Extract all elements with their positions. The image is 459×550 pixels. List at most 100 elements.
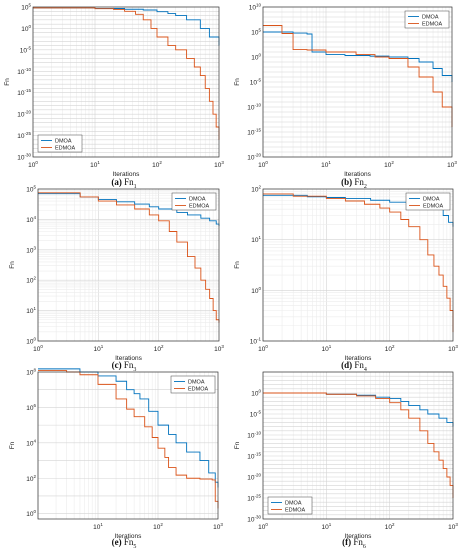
x-axis-label: Iterations [115, 355, 142, 362]
x-tick-label: 103 [448, 522, 458, 531]
legend-label-dmoa: DMOA [188, 380, 205, 386]
legend-label-edmoa: EDMOA [188, 387, 209, 393]
plot-area [38, 189, 219, 341]
x-tick-label: 101 [321, 160, 331, 169]
axes-frame [262, 6, 453, 158]
caption-name: Fn [123, 360, 134, 370]
caption-label: (c) [111, 360, 122, 370]
x-tick-label: 102 [154, 344, 164, 353]
y-axis-label: Fn [4, 78, 11, 86]
y-tick-label: 105 [251, 28, 261, 37]
y-tick-label: 10-10 [17, 67, 31, 76]
legend-label-dmoa: DMOA [422, 15, 439, 21]
caption-a: (a) Fn1 [24, 177, 224, 190]
axes-frame [262, 371, 454, 520]
y-tick-label: 100 [251, 53, 261, 62]
chart-e: 101 102 103 108 106 104 102 100 Iterations Fn DMOA… [9, 368, 223, 541]
chart-c: 100 101 102 103 105 104 103 102 101 100 Iterations… [9, 185, 224, 363]
y-tick-label: 10-25 [17, 131, 31, 140]
series-line-dmoa [38, 368, 219, 488]
y-tick-label: 106 [26, 403, 36, 412]
caption-sub: 2 [363, 183, 367, 190]
y-tick-label: 102 [26, 474, 36, 483]
plot-area [33, 7, 219, 157]
y-axis-label: Fn [234, 441, 241, 449]
series-line-dmoa [33, 7, 220, 46]
y-axis-label: Fn [234, 261, 241, 269]
legend-label-edmoa: EDMOA [55, 146, 76, 152]
series-line-edmoa [263, 193, 454, 333]
caption-f: (f) Fn6 [254, 537, 454, 550]
x-tick-label: 102 [385, 344, 395, 353]
legend-label-edmoa: EDMOA [189, 204, 210, 210]
axes-frame [32, 6, 220, 158]
y-tick-label: 100 [251, 286, 261, 295]
y-tick-label: 10-15 [247, 452, 261, 461]
caption-e: (e) Fn5 [24, 537, 224, 550]
legend-label-edmoa: EDMOA [285, 508, 306, 514]
series-group [38, 368, 219, 509]
caption-name: Fn [123, 537, 134, 547]
grid [37, 371, 218, 519]
y-axis-label: Fn [9, 441, 16, 449]
x-tick-label: 101 [93, 522, 103, 531]
caption-b: (b) Fn2 [254, 177, 454, 190]
series-group [33, 7, 220, 140]
x-axis-label: Iterations [115, 533, 142, 540]
caption-label: (a) [111, 177, 122, 187]
x-tick-label: 101 [321, 522, 331, 531]
caption-label: (b) [341, 177, 353, 187]
y-tick-label: 100 [26, 509, 36, 518]
x-tick-label: 103 [447, 160, 457, 169]
x-tick-label: 100 [258, 160, 268, 169]
series-group [263, 25, 453, 127]
caption-sub: 3 [133, 366, 137, 373]
legend-label-dmoa: DMOA [55, 139, 72, 145]
y-axis-label: Fn [9, 261, 16, 269]
caption-name: Fn [354, 177, 364, 187]
plot-area [263, 189, 453, 341]
caption-name: Fn [353, 537, 363, 547]
chart-b: 100 101 102 103 1010 105 100 10-5 10-10 10-15 10-2… [234, 3, 457, 179]
series-line-edmoa [38, 192, 220, 323]
series-line-dmoa [263, 31, 453, 82]
series-line-edmoa [33, 7, 220, 140]
x-tick-label: 101 [90, 160, 100, 169]
x-tick-label: 102 [385, 522, 395, 531]
y-tick-label: 10-15 [17, 88, 31, 97]
caption-label: (d) [341, 360, 353, 370]
y-tick-label: 10-20 [247, 473, 261, 482]
series-line-edmoa [38, 370, 219, 509]
y-tick-label: 103 [26, 245, 36, 254]
caption-label: (f) [342, 537, 352, 547]
caption-name: Fn [124, 177, 134, 187]
y-tick-label: 105 [26, 185, 36, 194]
x-axis-label: Iterations [345, 355, 372, 362]
x-tick-label: 102 [384, 160, 394, 169]
legend-label-dmoa: DMOA [285, 501, 302, 507]
y-tick-label: 10-1 [250, 337, 262, 346]
y-tick-label: 100 [26, 337, 36, 346]
y-tick-label: 101 [251, 235, 261, 244]
y-tick-label: 10-20 [17, 110, 31, 119]
x-tick-label: 101 [321, 344, 331, 353]
axes-frame [37, 371, 219, 520]
x-tick-label: 100 [33, 344, 43, 353]
legend-label-dmoa: DMOA [189, 197, 206, 203]
legend-label-edmoa: EDMOA [422, 22, 443, 28]
y-tick-label: 10-5 [250, 78, 262, 87]
y-axis-label: Fn [234, 78, 241, 86]
y-tick-label: 10-30 [247, 515, 261, 524]
axes-frame [262, 188, 454, 342]
x-tick-label: 103 [214, 160, 224, 169]
x-tick-label: 102 [152, 160, 162, 169]
caption-sub: 5 [133, 543, 137, 550]
series-line-edmoa [263, 392, 454, 498]
y-tick-label: 10-25 [247, 494, 261, 503]
chart-d: 100 101 102 10310210110010-1IterationsFnDMO… [234, 185, 458, 363]
